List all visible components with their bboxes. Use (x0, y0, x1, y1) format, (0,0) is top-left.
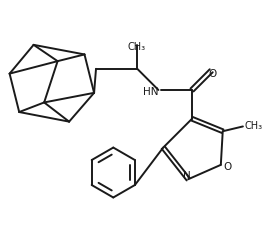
Text: CH₃: CH₃ (127, 42, 145, 52)
Text: CH₃: CH₃ (245, 121, 263, 131)
Text: O: O (208, 69, 216, 79)
Text: N: N (183, 170, 191, 180)
Text: O: O (223, 161, 232, 171)
Text: HN: HN (143, 86, 158, 96)
